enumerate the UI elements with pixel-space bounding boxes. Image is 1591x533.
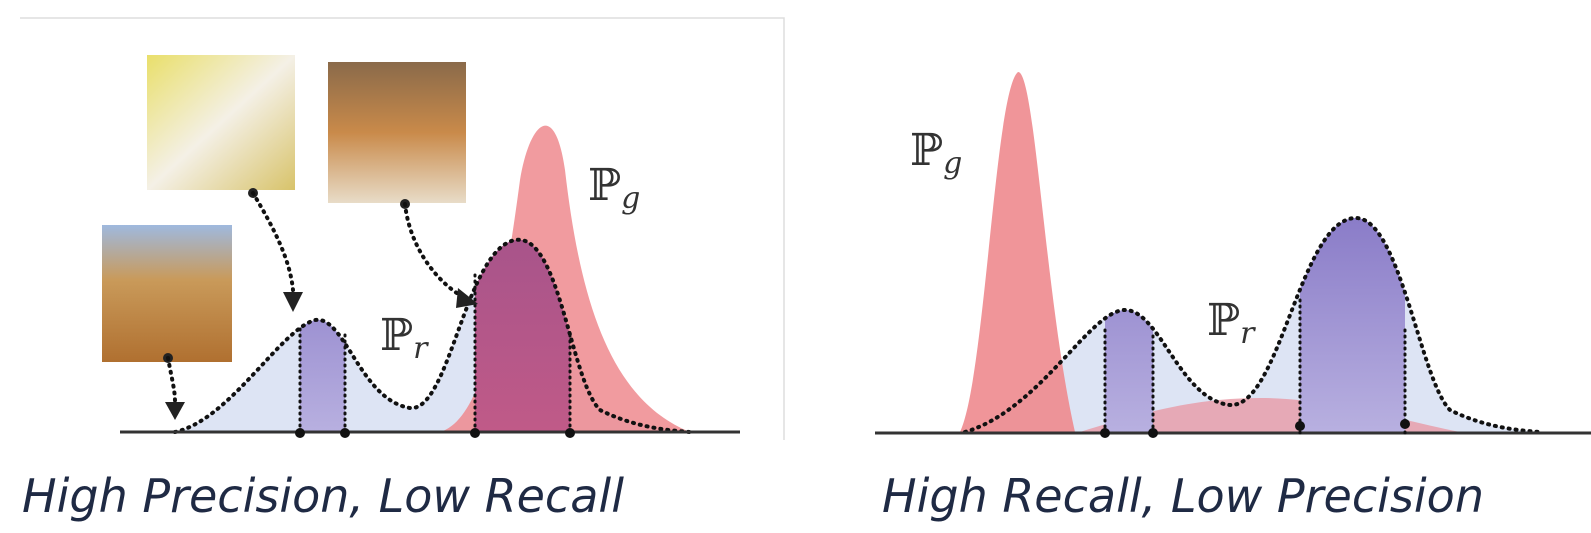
cat-image (147, 55, 295, 190)
pg-label: ℙg (910, 125, 962, 181)
left-panel: ℙg ℙr High Precision, Low Recall (20, 18, 784, 523)
right-panel: ℙg ℙr High Recall, Low Precision (875, 72, 1591, 523)
pg-area (960, 72, 1075, 432)
page: ℙg ℙr High Precision, Low Recall ℙg ℙr H… (0, 0, 1591, 533)
pg-label: ℙg (588, 160, 640, 216)
cat-image (328, 62, 466, 203)
pr-label: ℙr (380, 310, 429, 366)
caption: High Precision, Low Recall (22, 469, 624, 523)
caption: High Recall, Low Precision (882, 469, 1484, 523)
cat-image (102, 225, 232, 362)
pr-label: ℙr (1207, 295, 1256, 351)
